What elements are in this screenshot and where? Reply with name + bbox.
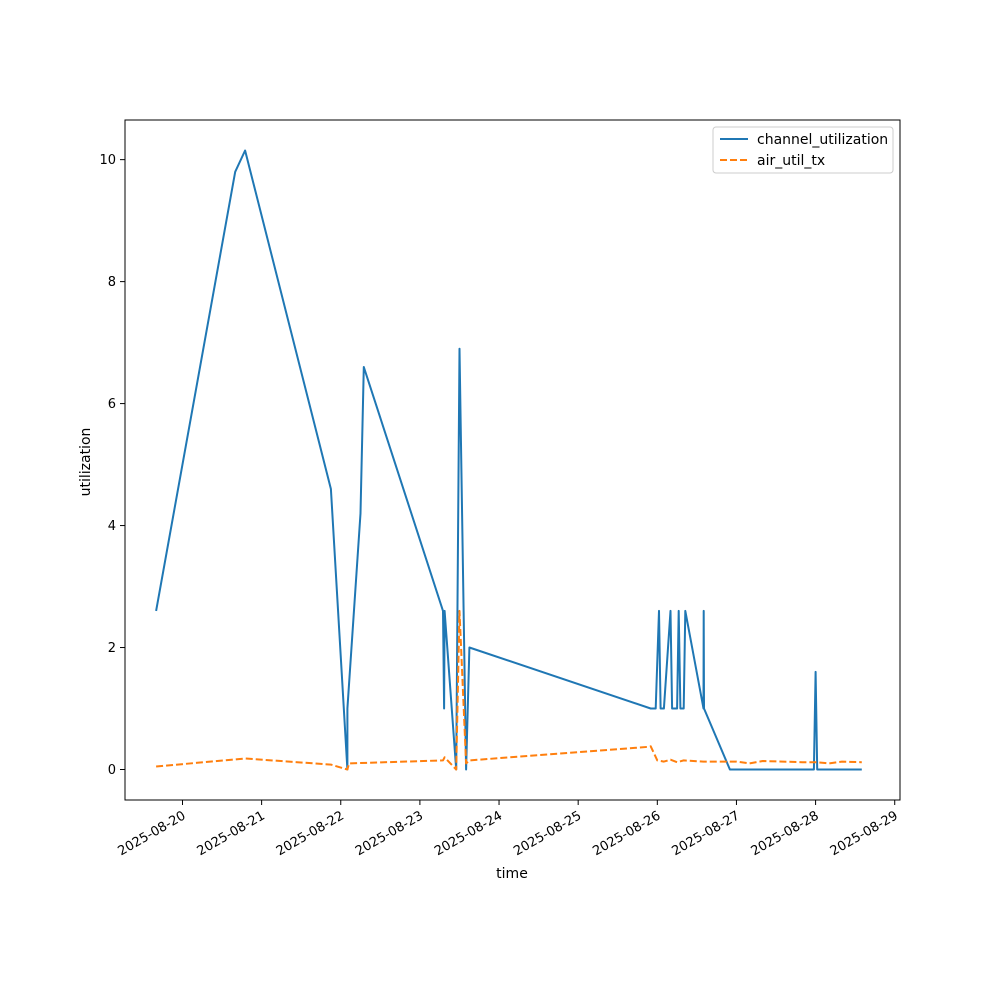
y-axis-label: utilization <box>78 428 94 497</box>
legend-label-air-util-tx: air_util_tx <box>757 153 825 169</box>
legend-label-channel-utilization: channel_utilization <box>757 132 888 148</box>
legend-box <box>712 126 894 174</box>
series-line-channel-utilization <box>155 149 862 771</box>
y-tick-label: 0 <box>108 763 116 778</box>
y-axis: 0 2 4 6 8 10 <box>99 153 125 778</box>
y-tick-label: 4 <box>108 519 116 534</box>
series-line-air-util-tx <box>156 609 862 771</box>
series-layer <box>155 149 862 771</box>
y-tick-label: 2 <box>108 641 116 656</box>
plot-frame <box>124 119 901 801</box>
y-tick-label: 8 <box>108 275 116 290</box>
y-tick-label: 6 <box>108 397 116 412</box>
y-tick-label: 10 <box>99 153 116 168</box>
legend: channel_utilization air_util_tx <box>712 126 894 174</box>
x-axis-label: time <box>496 866 528 882</box>
